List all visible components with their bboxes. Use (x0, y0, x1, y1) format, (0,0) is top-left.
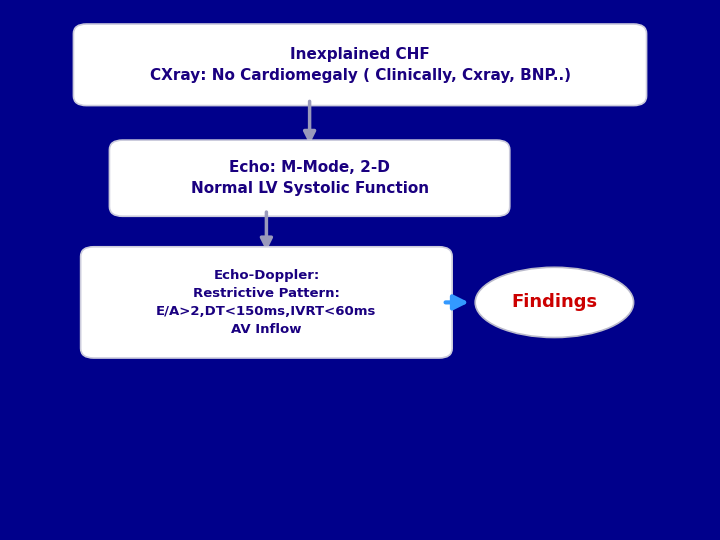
FancyBboxPatch shape (73, 24, 647, 106)
FancyBboxPatch shape (109, 140, 510, 216)
Text: Echo: M-Mode, 2-D
Normal LV Systolic Function: Echo: M-Mode, 2-D Normal LV Systolic Fun… (191, 160, 428, 196)
FancyBboxPatch shape (81, 247, 452, 358)
Text: Inexplained CHF
CXray: No Cardiomegaly ( Clinically, Cxray, BNP..): Inexplained CHF CXray: No Cardiomegaly (… (150, 47, 570, 83)
Ellipse shape (475, 267, 634, 338)
Text: Findings: Findings (511, 293, 598, 312)
Text: Echo-Doppler:
Restrictive Pattern:
E/A>2,DT<150ms,IVRT<60ms
AV Inflow: Echo-Doppler: Restrictive Pattern: E/A>2… (156, 269, 377, 336)
